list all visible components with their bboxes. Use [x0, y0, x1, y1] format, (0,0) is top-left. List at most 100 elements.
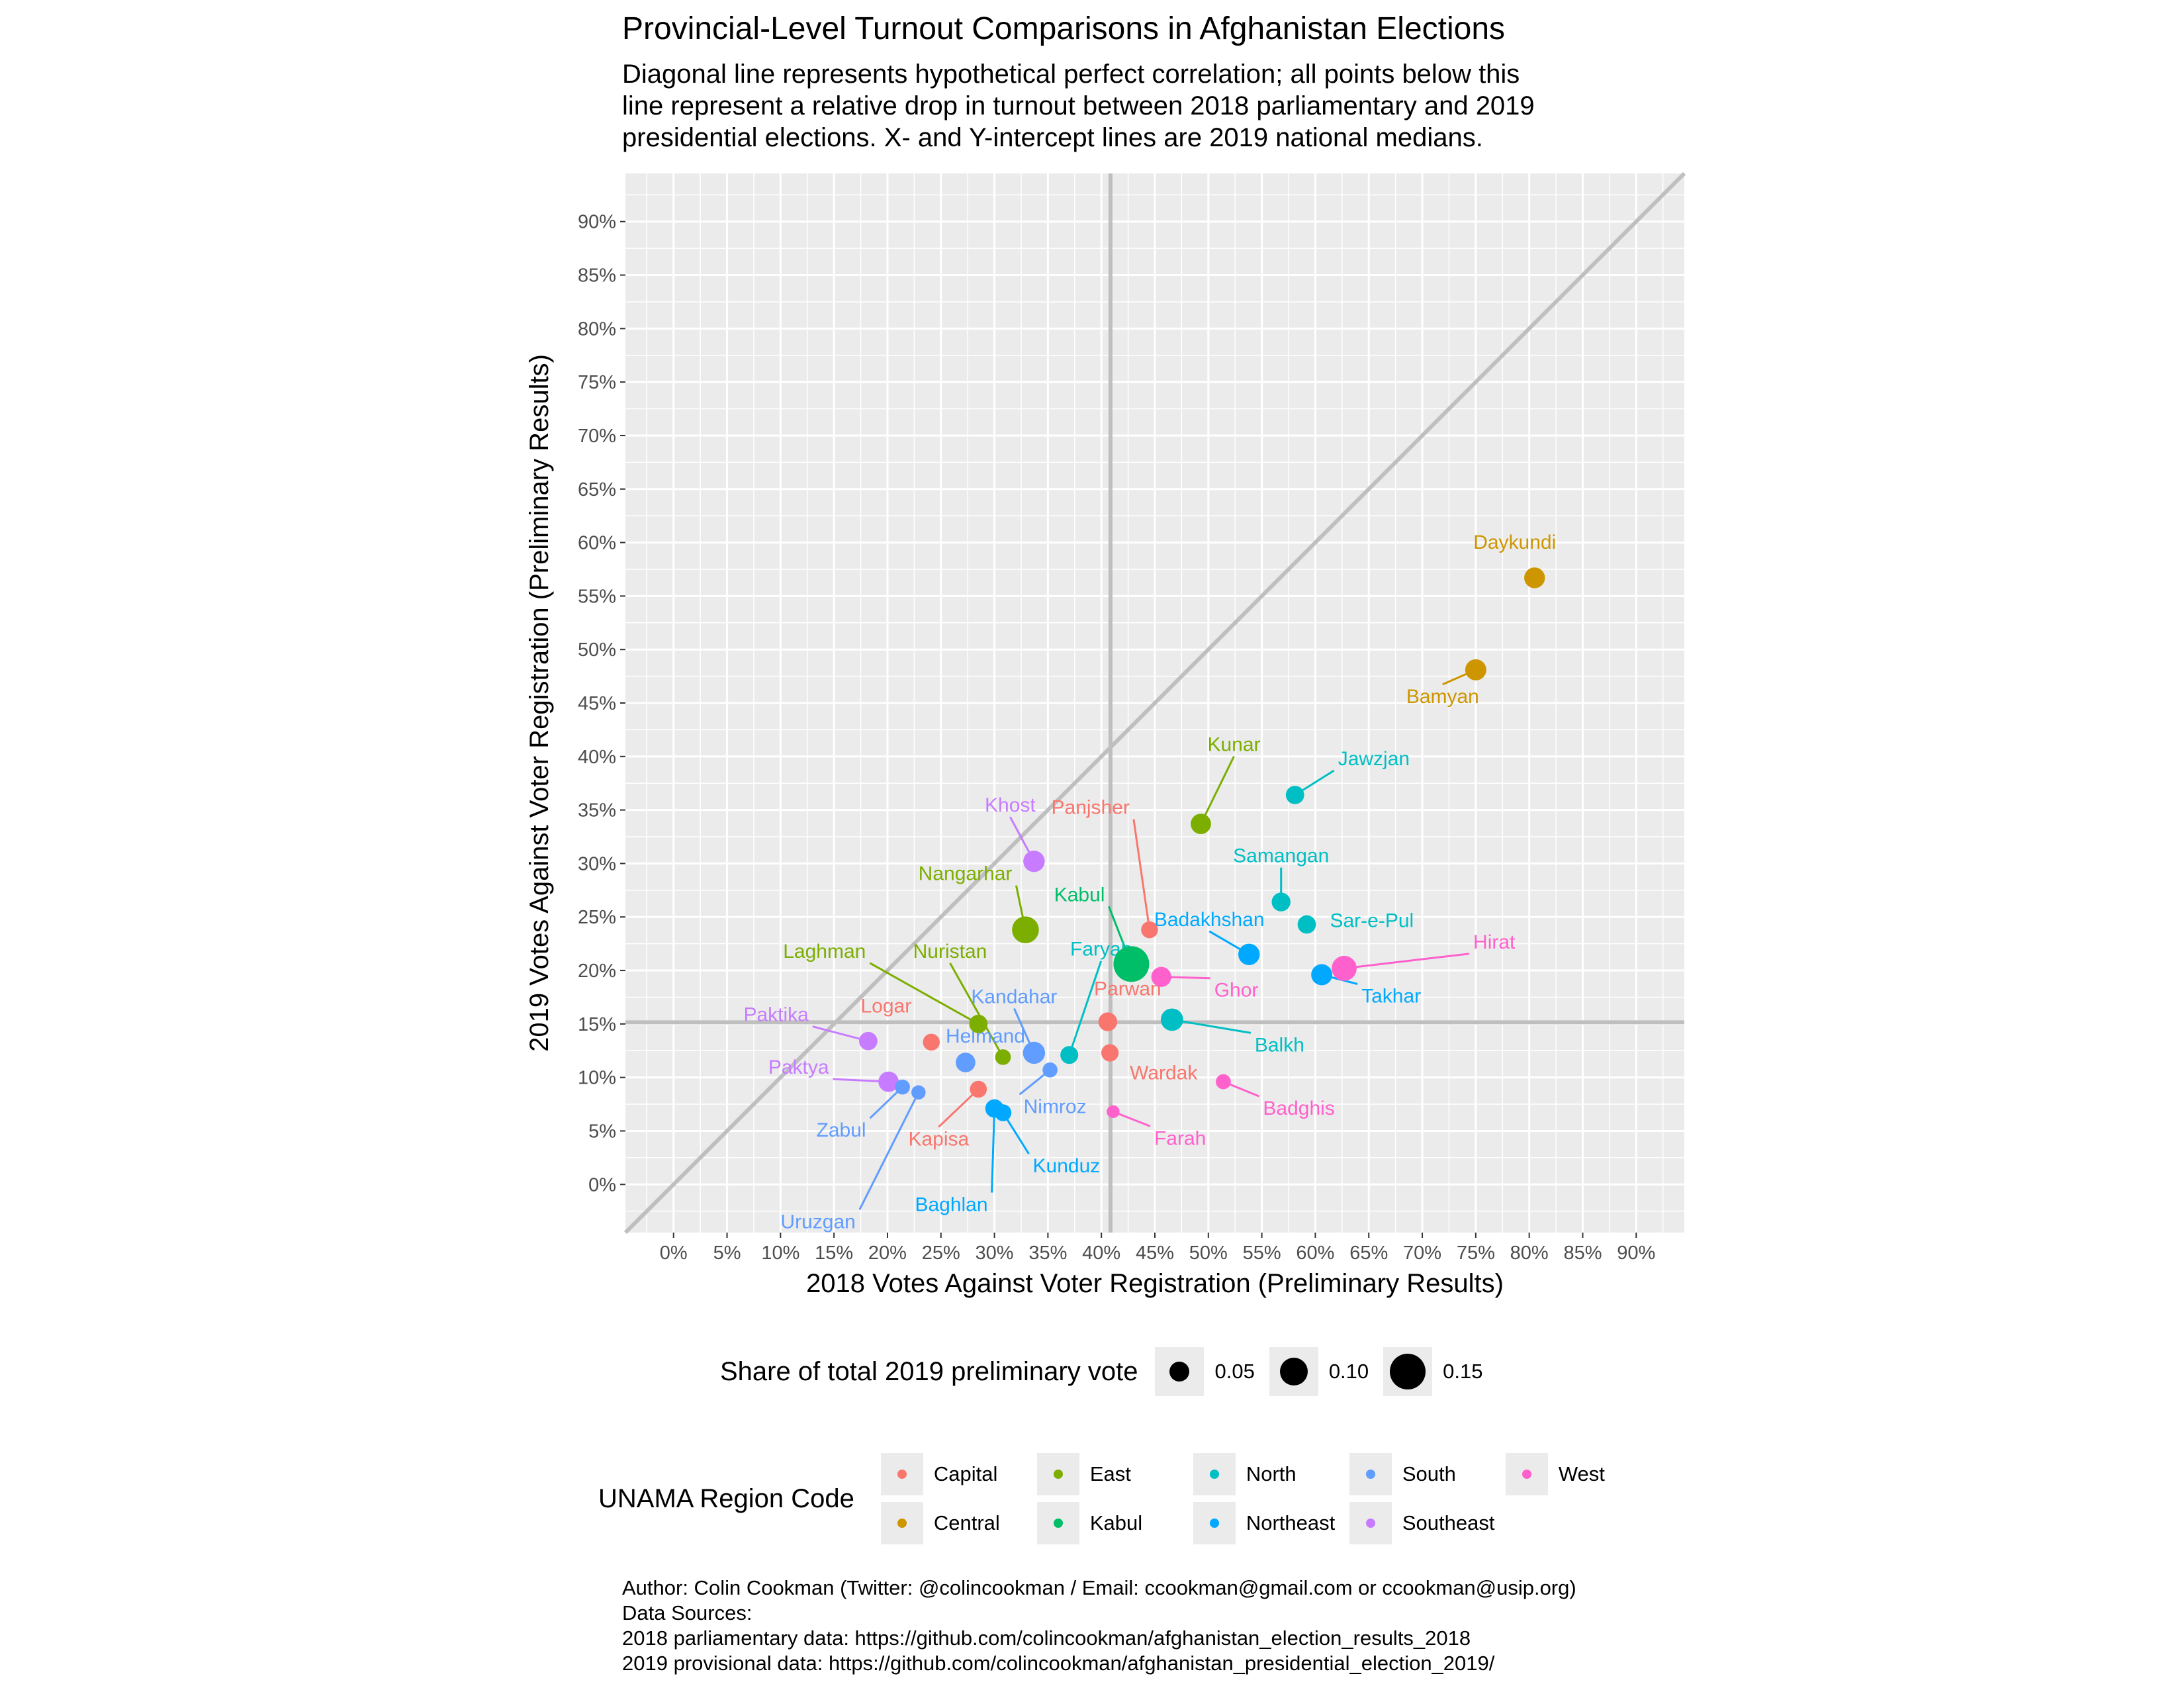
point-badghis: [1216, 1074, 1231, 1090]
region-legend-dot: [1365, 1470, 1375, 1479]
x-tick-label: 50%: [1189, 1243, 1228, 1264]
point-helmand: [956, 1053, 976, 1072]
point-nuristan: [995, 1049, 1011, 1065]
point-label-logar: Logar: [860, 995, 911, 1017]
region-legend-swatch: [1349, 1502, 1392, 1544]
y-tick-label: 45%: [578, 693, 616, 714]
point-zabul: [895, 1079, 910, 1095]
region-legend-key: Capital: [880, 1450, 1037, 1499]
point-bamyan: [1465, 659, 1486, 680]
x-tick-label: 25%: [922, 1243, 960, 1264]
chart-subtitle: Diagonal line represents hypothetical pe…: [622, 58, 1747, 154]
point-wardak: [1101, 1044, 1119, 1062]
x-tick-label: 80%: [1510, 1243, 1549, 1264]
point-kunduz: [994, 1104, 1012, 1121]
subtitle-line: line represent a relative drop in turnou…: [622, 91, 1535, 120]
region-legend-swatch: [1505, 1453, 1548, 1495]
region-legend-dot: [1365, 1519, 1375, 1528]
point-khost: [1023, 850, 1045, 872]
point-nangarhar: [1012, 916, 1039, 943]
point-label-daykundi: Daykundi: [1473, 532, 1556, 553]
point-label-badghis: Badghis: [1263, 1098, 1334, 1119]
chart-caption: Author: Colin Cookman (Twitter: @colinco…: [622, 1575, 1576, 1676]
point-parwan: [1098, 1012, 1118, 1031]
y-axis-title: 2019 Votes Against Voter Registration (P…: [525, 354, 554, 1052]
point-label-ghor: Ghor: [1214, 980, 1259, 1002]
point-label-baghlan: Baghlan: [915, 1194, 987, 1216]
y-tick-label: 75%: [578, 372, 616, 393]
caption-line: 2019 provisional data: https://github.co…: [622, 1652, 1495, 1675]
x-tick-label: 40%: [1082, 1243, 1120, 1264]
x-tick-label: 60%: [1296, 1243, 1334, 1264]
point-logar: [923, 1033, 940, 1051]
y-tick-label: 25%: [578, 907, 616, 928]
point-laghman: [969, 1014, 988, 1033]
region-legend-key: Central: [880, 1499, 1037, 1548]
point-badakhshan: [1238, 943, 1260, 966]
point-uruzgan: [911, 1085, 926, 1100]
y-tick-label: 0%: [588, 1174, 616, 1196]
region-legend-swatch: [880, 1453, 923, 1495]
point-balkh: [1160, 1008, 1183, 1031]
point-daykundi: [1524, 567, 1545, 588]
size-legend-dot: [1390, 1354, 1426, 1389]
y-tick-label: 20%: [578, 961, 616, 982]
y-tick-label: 80%: [578, 318, 616, 340]
point-kapisa: [970, 1080, 987, 1098]
point-label-farah: Farah: [1154, 1127, 1206, 1149]
y-tick-label: 90%: [578, 212, 616, 233]
region-legend-label: East: [1089, 1462, 1131, 1485]
point-label-jawzjan: Jawzjan: [1338, 748, 1410, 770]
point-label-balkh: Balkh: [1255, 1034, 1304, 1056]
y-tick-label: 10%: [578, 1068, 616, 1089]
size-legend-key: 0.15: [1383, 1347, 1483, 1396]
region-legend-key: Northeast: [1193, 1499, 1349, 1548]
y-tick-label: 15%: [578, 1014, 616, 1035]
x-tick-label: 85%: [1563, 1243, 1602, 1264]
x-tick-label: 65%: [1349, 1243, 1388, 1264]
region-legend-key: South: [1349, 1450, 1506, 1499]
x-tick-label: 70%: [1403, 1243, 1441, 1264]
region-legend-title: UNAMA Region Code: [598, 1483, 854, 1513]
point-label-hirat: Hirat: [1473, 931, 1516, 953]
point-label-khost: Khost: [985, 794, 1036, 816]
point-label-takhar: Takhar: [1361, 986, 1421, 1008]
point-label-panjsher: Panjsher: [1052, 797, 1130, 819]
point-label-badakhshan: Badakhshan: [1154, 909, 1265, 931]
point-label-wardak: Wardak: [1130, 1062, 1198, 1084]
region-legend-label: South: [1402, 1462, 1456, 1485]
x-tick-label: 5%: [713, 1243, 741, 1264]
subtitle-line: Diagonal line represents hypothetical pe…: [622, 60, 1520, 89]
point-paktya: [878, 1071, 899, 1092]
size-legend-swatch: [1269, 1347, 1318, 1396]
label-leader-line: [869, 962, 979, 1025]
label-leader-line: [858, 1092, 920, 1210]
region-legend-swatch: [1036, 1453, 1079, 1495]
label-leader-line: [1343, 953, 1470, 970]
diagonal-reference-line: [623, 171, 1686, 1235]
region-legend-label: Central: [933, 1511, 1000, 1534]
size-legend-key: 0.05: [1155, 1347, 1255, 1396]
size-legend-label: 0.05: [1214, 1360, 1255, 1383]
region-legend-key: East: [1036, 1450, 1193, 1499]
x-tick-label: 10%: [761, 1243, 799, 1264]
caption-line: Data Sources:: [622, 1601, 752, 1624]
region-legend-swatch: [1349, 1453, 1392, 1495]
x-axis-title: 2018 Votes Against Voter Registration (P…: [806, 1269, 1504, 1298]
size-legend-dot: [1169, 1362, 1190, 1382]
y-tick-label: 60%: [578, 533, 616, 554]
region-legend-grid: Capital Central East Kabul North Northeast Sou…: [880, 1450, 1662, 1548]
point-ghor: [1151, 966, 1171, 987]
x-tick-label: 0%: [660, 1243, 688, 1264]
point-sar-e-pul: [1297, 915, 1316, 934]
region-legend-dot: [897, 1470, 907, 1479]
point-label-zabul: Zabul: [817, 1119, 866, 1141]
y-tick-label: 35%: [578, 800, 616, 821]
subtitle-line: presidential elections. X- and Y-interce…: [622, 123, 1483, 152]
point-label-kabul: Kabul: [1054, 884, 1105, 906]
y-tick-label: 55%: [578, 586, 616, 607]
point-kabul: [1113, 946, 1150, 982]
region-legend-dot: [897, 1519, 907, 1528]
point-label-uruzgan: Uruzgan: [780, 1211, 855, 1233]
